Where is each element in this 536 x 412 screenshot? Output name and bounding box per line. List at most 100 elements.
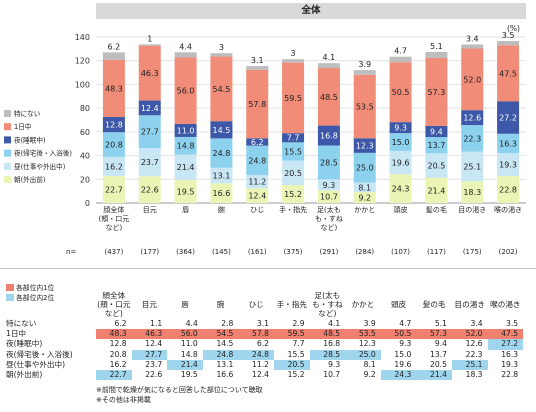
table-cell: 4.1	[328, 319, 341, 328]
bar-value-label: 24.8	[248, 156, 266, 165]
table-cell: 9.3	[328, 359, 341, 369]
bar-value-label: 3.4	[466, 34, 479, 43]
bar-value-label: 9.2	[358, 194, 371, 203]
table-cell: 53.5	[345, 329, 381, 340]
y-tick-label: 100	[75, 80, 90, 89]
bar-segment	[497, 175, 520, 203]
bar-value-label: 12.4	[141, 104, 159, 113]
table-cell: 22.8	[501, 370, 519, 380]
bar-segment	[138, 45, 161, 101]
bar-segment	[102, 59, 125, 118]
bar-segment	[497, 133, 520, 154]
bar-segment	[174, 179, 197, 203]
table-cell: 24.8	[202, 349, 239, 360]
bar-segment	[461, 151, 484, 182]
table-cell: 9.3	[399, 339, 412, 349]
y-tick-label: 40	[80, 152, 90, 161]
table-cell: 25.0	[345, 349, 381, 360]
bar-segment	[317, 190, 340, 203]
x-tick-label: 手・指先	[279, 205, 307, 214]
table-column-header: 目元	[141, 299, 157, 309]
bar-segment	[282, 160, 305, 185]
table-cell: 12.3	[358, 339, 376, 349]
legend-label: 夜(睡眠中)	[14, 135, 46, 144]
bar-value-label: 3.1	[251, 56, 264, 65]
table-cell: 52.0	[451, 329, 488, 340]
n-count-label: (161)	[248, 248, 267, 256]
legend-swatch	[4, 110, 11, 117]
table-row-label: 昼(仕事や外出中)	[6, 359, 66, 369]
bar-segment	[282, 133, 305, 143]
x-tick-label: 唇	[182, 206, 189, 214]
n-count-label: (117)	[427, 248, 446, 256]
table-cell: 16.2	[109, 359, 127, 369]
bar-segment	[210, 138, 233, 168]
bar-value-label: 27.2	[499, 114, 517, 123]
footnote: ※その他は非掲載	[96, 396, 151, 404]
bar-value-label: 12.8	[105, 121, 123, 130]
bar-segment	[246, 69, 269, 139]
table-cell: 24.8	[238, 349, 274, 360]
table-row: 夜(睡眠中) 12.8 12.4 11.0 14.5 6.2 7.7 16.8 12.3 9.3 9…	[4, 339, 524, 350]
table-cell: 3.1	[256, 319, 269, 328]
table-cell: 56.0	[167, 329, 203, 340]
legend-label: 1日中	[14, 122, 31, 131]
y-tick-label: 20	[80, 175, 90, 184]
bar-value-label: 14.8	[177, 142, 195, 151]
bar-value-label: 22.3	[463, 134, 481, 143]
bar-segment	[102, 176, 125, 203]
table-cell: 16.3	[501, 349, 519, 359]
bar-segment	[102, 132, 125, 157]
x-tick-label: 腕	[218, 205, 225, 214]
bar-segment	[210, 167, 233, 184]
x-tick-label: 足(太も	[317, 205, 341, 214]
bar-segment	[353, 138, 376, 153]
bar-segment	[497, 101, 520, 134]
legend-swatch	[4, 149, 11, 157]
bar-value-label: 4.4	[179, 42, 192, 51]
table-cell: 3.5	[506, 319, 519, 328]
bar-value-label: 53.5	[356, 103, 374, 112]
table-column-header: 手・指先	[276, 299, 307, 309]
table-column-header: 目の渇き	[454, 299, 485, 309]
chart-title: 全体	[96, 3, 526, 19]
table-cell: 20.8	[109, 349, 127, 359]
legend-swatch	[4, 136, 11, 144]
bar-segment	[425, 137, 448, 154]
bar-value-label: 22.7	[105, 186, 123, 195]
legend-swatch	[4, 162, 11, 170]
table-cell: 5.1	[434, 319, 447, 328]
table-cell: 54.5	[202, 329, 239, 340]
bar-value-label: 3.9	[358, 60, 371, 69]
n-label: n=	[66, 248, 76, 256]
legend-swatch	[6, 284, 14, 291]
section-divider	[0, 268, 536, 269]
table-row: 特にない 6.2 1.1 4.4 2.8 3.1 2.9 4.1 3.9 4.7 5.1 3.4 3.5	[4, 319, 523, 329]
y-tick-label: 60	[80, 128, 90, 137]
bar-segment	[174, 154, 197, 180]
bar-value-label: 12.4	[248, 192, 266, 201]
table-cell: 6.2	[114, 319, 127, 328]
x-tick-label: 喉の渇き	[494, 205, 522, 214]
table-cell: 47.5	[487, 329, 524, 340]
n-count-label: (291)	[320, 248, 339, 256]
x-tick-label: ひじ	[250, 206, 264, 214]
bar-segment	[317, 63, 340, 69]
table-cell: 10.7	[323, 370, 341, 380]
table-cell: 12.4	[252, 370, 269, 380]
bar-value-label: 3	[219, 43, 224, 52]
bar-segment	[282, 62, 305, 134]
bar-segment	[497, 41, 520, 46]
n-count-label: (202)	[499, 248, 518, 256]
bar-value-label: 20.5	[284, 169, 302, 178]
bar-value-label: 9.3	[323, 181, 336, 190]
table-cell: 15.2	[287, 370, 305, 380]
bar-value-label: 12.3	[356, 142, 374, 151]
bar-segment	[461, 110, 484, 126]
n-count-label: (107)	[391, 248, 410, 256]
table-cell: 19.3	[501, 359, 519, 369]
legend-label: 朝(外出前)	[14, 175, 46, 184]
x-tick-label: など)	[321, 224, 338, 232]
table-row: 1日中 48.3 46.3 56.0 54.5 57.8 59.5 48.5 53.5 50.5 5…	[4, 329, 524, 340]
bar-segment	[317, 125, 340, 146]
